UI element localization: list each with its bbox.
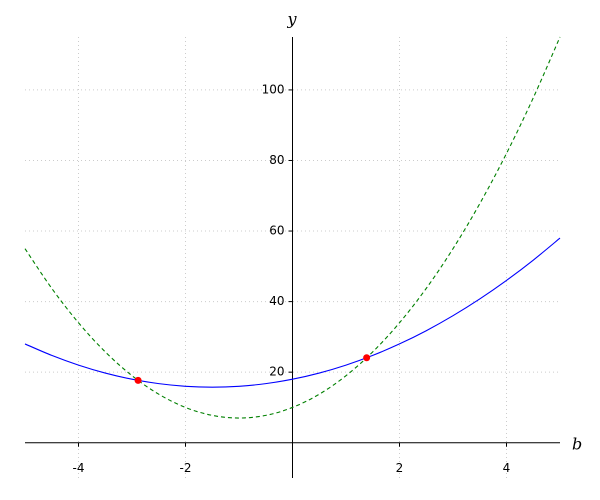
y-tick-label: 20	[269, 365, 284, 379]
y-tick-label: 60	[269, 224, 284, 238]
x-axis-label: b	[572, 435, 582, 454]
x-tick-label: -4	[73, 461, 85, 475]
intersection-point	[134, 376, 142, 384]
curve	[24, 237, 561, 388]
x-tick-label: 4	[503, 461, 511, 475]
intersection-point	[363, 354, 371, 362]
x-tick-label: -2	[180, 461, 192, 475]
y-axis-label: y	[286, 10, 297, 29]
y-tick-label: 80	[269, 153, 284, 167]
curve	[24, 36, 561, 419]
x-tick-label: 2	[396, 461, 404, 475]
y-tick-label: 40	[269, 294, 284, 308]
y-tick-label: 100	[262, 82, 285, 96]
